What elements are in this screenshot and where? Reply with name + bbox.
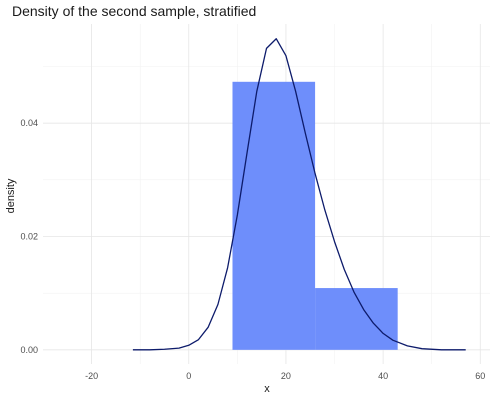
- x-tick-label: 0: [186, 371, 191, 381]
- x-tick-label: 40: [378, 371, 388, 381]
- x-axis-ticks: -20 0 20 40 60: [85, 371, 485, 381]
- histogram-bar-2: [315, 288, 398, 350]
- x-tick-label: -20: [85, 371, 98, 381]
- histogram-bar-1: [232, 81, 316, 350]
- x-tick-label: 60: [475, 371, 485, 381]
- y-tick-label: 0.00: [20, 345, 38, 355]
- y-tick-label: 0.02: [20, 232, 38, 242]
- y-axis-ticks: 0.00 0.02 0.04: [20, 118, 38, 355]
- histogram-bars: [232, 81, 398, 350]
- x-tick-label: 20: [281, 371, 291, 381]
- y-axis-title: density: [5, 178, 17, 213]
- x-axis-title: x: [264, 383, 270, 395]
- y-tick-label: 0.04: [20, 118, 38, 128]
- chart-title: Density of the second sample, stratified: [12, 3, 256, 19]
- density-curve: [132, 38, 466, 351]
